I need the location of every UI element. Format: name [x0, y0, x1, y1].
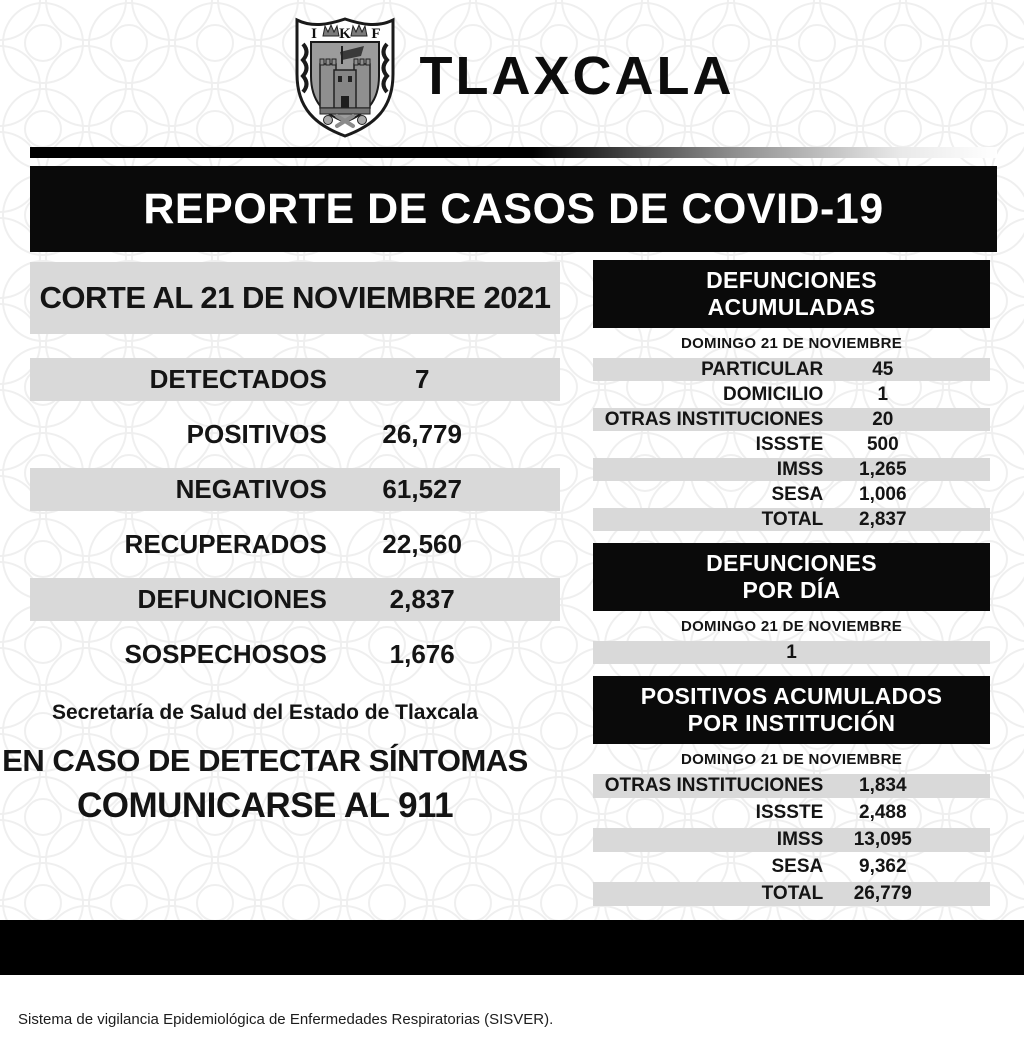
data-row: IMSS 1,265	[593, 458, 990, 481]
row-label: OTRAS INSTITUCIONES	[604, 408, 824, 430]
row-value: 500	[866, 433, 899, 455]
stat-label: SOSPECHOSOS	[124, 639, 327, 669]
data-row: SESA 9,362	[593, 855, 990, 879]
section-date: DOMINGO 21 DE NOVIEMBRE	[680, 618, 903, 635]
row-value: 1,834	[859, 775, 907, 796]
stat-value: 26,779	[382, 419, 462, 449]
row-value: 1,265	[859, 458, 907, 480]
row-value: 45	[872, 358, 894, 380]
row-label: TOTAL	[761, 508, 824, 530]
stat-value: 1,676	[389, 639, 455, 669]
report-section: DEFUNCIONES ACUMULADAS DOMINGO 21 DE NOV…	[593, 260, 990, 531]
left-panel: CORTE AL 21 DE NOVIEMBRE 2021 DETECTADOS…	[30, 262, 560, 688]
row-label: SESA	[771, 856, 824, 877]
section-date: DOMINGO 21 DE NOVIEMBRE	[680, 751, 903, 768]
svg-text:F: F	[371, 26, 380, 42]
stat-label: RECUPERADOS	[124, 529, 327, 559]
data-row: TOTAL 2,837	[593, 508, 990, 531]
sources-line-2: Sistema de vigilancia Epidemiológica de …	[18, 1011, 554, 1028]
cutoff-date-box: CORTE AL 21 DE NOVIEMBRE 2021	[30, 262, 560, 334]
section-rows: OTRAS INSTITUCIONES 1,834 ISSSTE 2,488 I…	[593, 774, 990, 906]
row-value: 1	[786, 641, 797, 663]
data-row: ISSSTE 2,488	[593, 801, 990, 825]
section-title-line1: POSITIVOS ACUMULADOS	[640, 683, 943, 709]
section-title-line1: DEFUNCIONES	[706, 267, 877, 293]
row-label: ISSSTE	[755, 433, 824, 455]
data-row: SESA 1,006	[593, 483, 990, 506]
stat-row: DETECTADOS 7	[30, 358, 560, 401]
data-row: 1	[593, 641, 990, 664]
stat-row: POSITIVOS 26,779	[30, 413, 560, 456]
stat-value: 2,837	[389, 584, 455, 614]
row-label: ISSSTE	[755, 802, 824, 823]
section-rows: 1	[593, 641, 990, 664]
gradient-divider	[30, 147, 997, 158]
data-row: TOTAL 26,779	[593, 882, 990, 906]
advice-line-2: COMUNICARSE AL 911	[76, 786, 454, 825]
stat-label: DETECTADOS	[149, 364, 327, 394]
advice-line-1: EN CASO DE DETECTAR SÍNTOMAS	[2, 743, 528, 778]
row-value: 20	[872, 408, 894, 430]
row-label: IMSS	[776, 829, 824, 850]
row-label: PARTICULAR	[701, 358, 824, 380]
data-row: OTRAS INSTITUCIONES 20	[593, 408, 990, 431]
row-label: DOMICILIO	[722, 383, 824, 405]
data-row: DOMICILIO 1	[593, 383, 990, 406]
row-value: 2,488	[859, 802, 907, 823]
stat-row: RECUPERADOS 22,560	[30, 523, 560, 566]
row-value: 1,006	[859, 483, 907, 505]
row-value: 1	[877, 383, 889, 405]
stat-label: DEFUNCIONES	[137, 584, 327, 614]
stat-row: SOSPECHOSOS 1,676	[30, 633, 560, 676]
section-date: DOMINGO 21 DE NOVIEMBRE	[680, 335, 903, 352]
row-value: 26,779	[853, 883, 912, 904]
section-title-line2: ACUMULADAS	[707, 294, 876, 320]
row-value: 2,837	[859, 508, 907, 530]
section-header: DEFUNCIONES POR DÍA	[593, 543, 990, 611]
advice-block: Secretaría de Salud del Estado de Tlaxca…	[0, 700, 530, 826]
brand-title: TLAXCALA	[419, 46, 735, 106]
agency-name: Secretaría de Salud del Estado de Tlaxca…	[51, 701, 479, 724]
coat-of-arms-icon: I K F	[295, 17, 395, 138]
svg-text:I: I	[311, 26, 317, 42]
header: I K F TLAXCALA	[0, 6, 1024, 146]
right-panel: DEFUNCIONES ACUMULADAS DOMINGO 21 DE NOV…	[593, 260, 990, 918]
bottom-black-bar	[0, 920, 1024, 975]
svg-text:K: K	[339, 26, 351, 42]
stat-label: NEGATIVOS	[175, 474, 327, 504]
case-stats-list: DETECTADOS 7 POSITIVOS 26,779 NEGATIVOS …	[30, 358, 560, 676]
cutoff-date-label: CORTE AL 21 DE NOVIEMBRE 2021	[39, 280, 551, 315]
row-label: IMSS	[776, 458, 824, 480]
stat-label: POSITIVOS	[186, 419, 327, 449]
stat-row: DEFUNCIONES 2,837	[30, 578, 560, 621]
stat-value: 7	[414, 364, 430, 394]
row-value: 9,362	[859, 856, 907, 877]
data-row: OTRAS INSTITUCIONES 1,834	[593, 774, 990, 798]
data-row: PARTICULAR 45	[593, 358, 990, 381]
section-header: POSITIVOS ACUMULADOS POR INSTITUCIÓN	[593, 676, 990, 744]
row-label: SESA	[771, 483, 824, 505]
section-rows: PARTICULAR 45 DOMICILIO 1 OTRAS INSTITUC…	[593, 358, 990, 531]
data-row: IMSS 13,095	[593, 828, 990, 852]
report-section: POSITIVOS ACUMULADOS POR INSTITUCIÓN DOM…	[593, 676, 990, 906]
report-title: REPORTE DE CASOS DE COVID-19	[143, 184, 884, 233]
row-value: 13,095	[853, 829, 912, 850]
report-title-banner: REPORTE DE CASOS DE COVID-19	[30, 166, 997, 252]
row-label: OTRAS INSTITUCIONES	[604, 775, 824, 796]
stat-row: NEGATIVOS 61,527	[30, 468, 560, 511]
data-row: ISSSTE 500	[593, 433, 990, 456]
stat-value: 61,527	[382, 474, 462, 504]
section-title-line2: POR DÍA	[742, 577, 841, 603]
report-section: DEFUNCIONES POR DÍA DOMINGO 21 DE NOVIEM…	[593, 543, 990, 664]
section-title-line2: POR INSTITUCIÓN	[687, 710, 896, 736]
row-label: TOTAL	[761, 883, 824, 904]
stat-value: 22,560	[382, 529, 462, 559]
section-title-line1: DEFUNCIONES	[706, 550, 877, 576]
section-header: DEFUNCIONES ACUMULADAS	[593, 260, 990, 328]
